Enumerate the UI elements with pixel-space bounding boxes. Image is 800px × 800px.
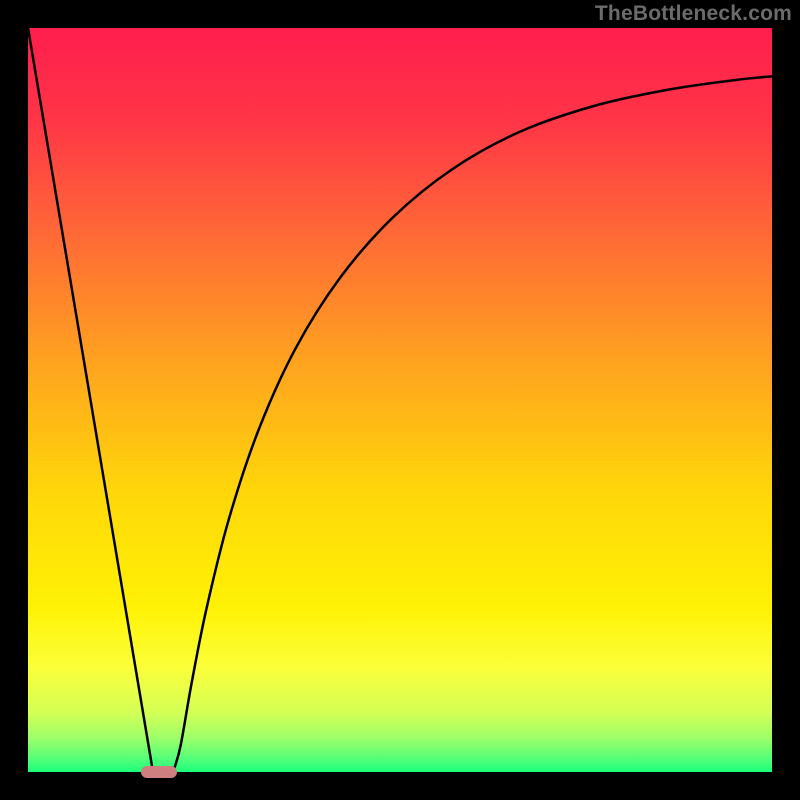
attribution-text: TheBottleneck.com: [595, 2, 792, 26]
plot-area: [28, 28, 772, 772]
chart-container: TheBottleneck.com: [0, 0, 800, 800]
curve-right-branch: [173, 76, 772, 772]
curve-left-branch: [28, 28, 153, 772]
optimal-point-marker: [141, 766, 177, 778]
bottleneck-curve: [28, 28, 772, 772]
